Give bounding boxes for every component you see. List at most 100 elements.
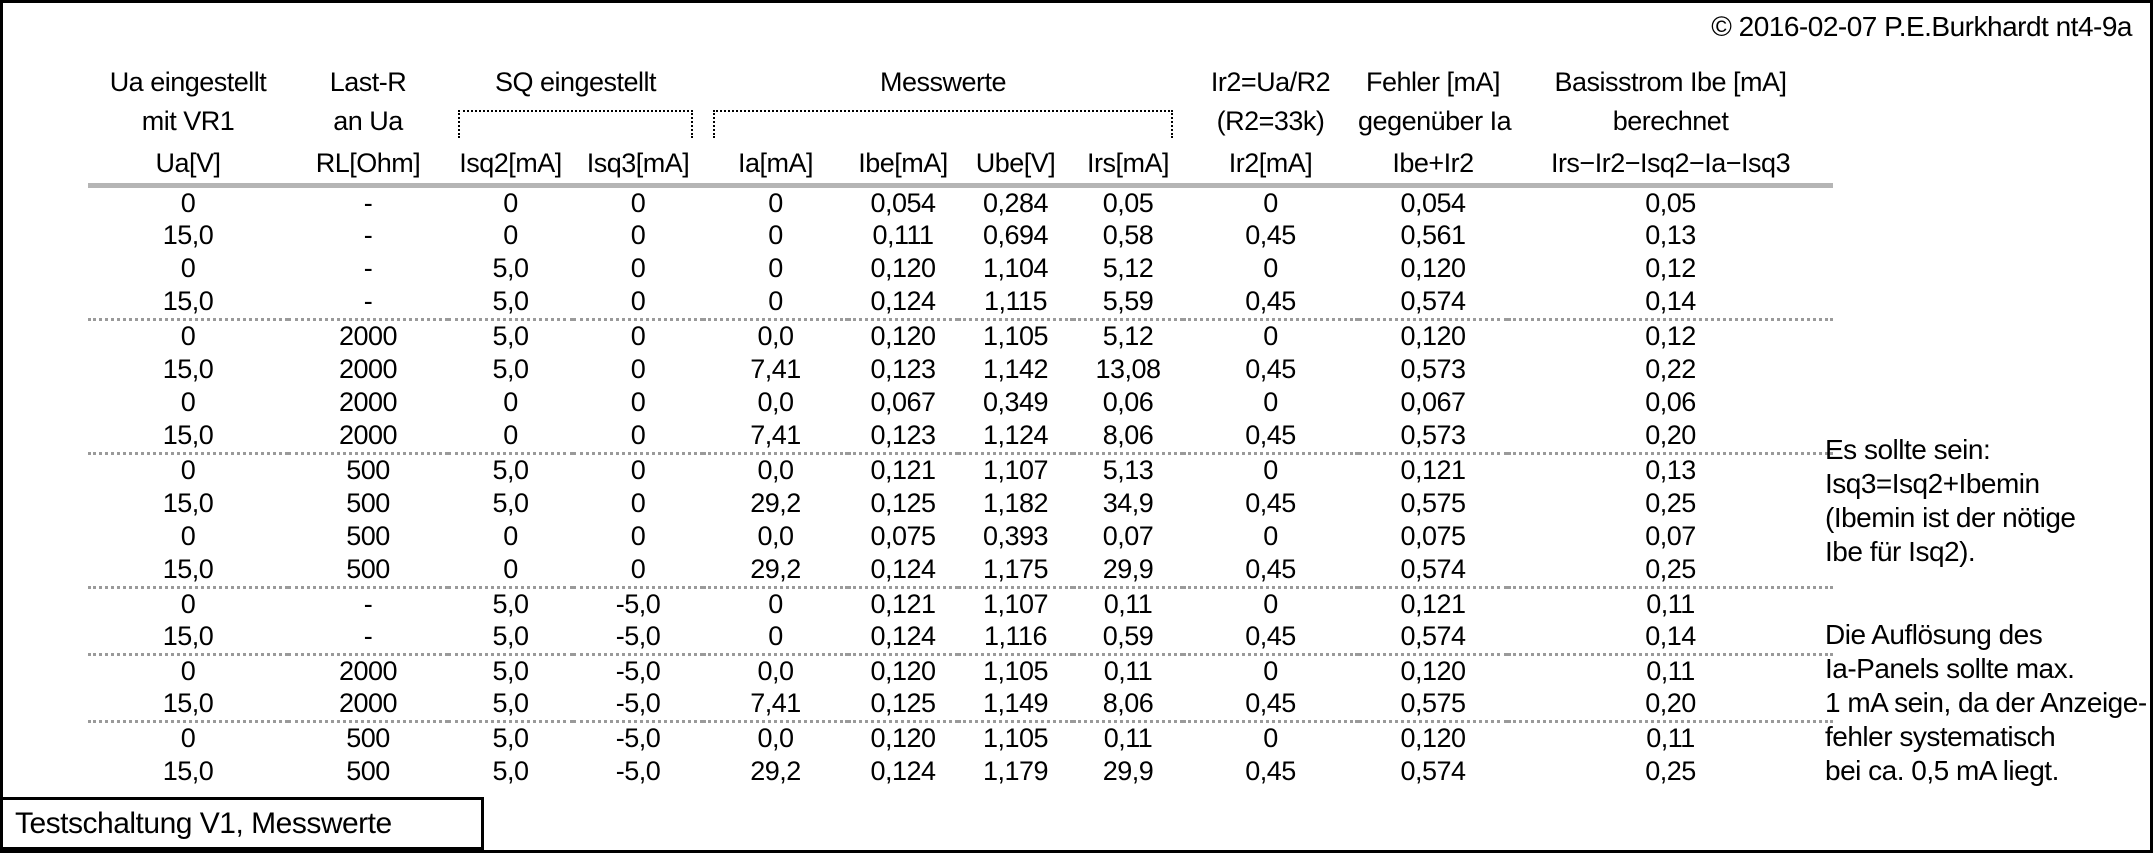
table-cell: 0,11: [1508, 719, 1834, 755]
table-cell: 0,120: [848, 719, 958, 755]
table-cell: 0: [630, 187, 646, 218]
table-cell: 7,41: [750, 353, 801, 384]
table-cell: 0,45: [1245, 353, 1296, 384]
header-basisstrom: Basisstrom Ibe [mA]: [1554, 66, 1787, 97]
table-cell: -: [363, 621, 373, 651]
table-cell: 0,11: [1073, 719, 1184, 755]
sq-dotted-bracket: [458, 110, 693, 138]
table-cell: 0,0: [703, 317, 848, 353]
table-cell: 0,124: [870, 755, 936, 786]
table-cell: 0,13: [1508, 451, 1834, 487]
caption-box: Testschaltung V1, Messwerte: [3, 797, 484, 850]
table-cell: 500: [346, 755, 390, 786]
table-cell: 5,0: [492, 353, 529, 384]
table-cell: 0: [630, 554, 646, 584]
table-row: 15,0 2000 0 0 7,41 0,123 1,124 8,06 0,45 0,573 0,2…: [88, 420, 1833, 454]
table-cell: 0,45: [1245, 420, 1296, 450]
table-cell: -: [363, 253, 373, 284]
table-cell: 500: [346, 554, 390, 584]
table-cell: 0: [703, 585, 848, 621]
table-cell: 29,2: [750, 755, 801, 786]
table-cell: -5,0: [573, 719, 703, 755]
table-row: 15,0-5,0 -5,0 0 0,124 1,116 0,59 0,45 0,574 0,14: [88, 621, 1833, 655]
header-fehler: Fehler [mA]: [1366, 66, 1501, 97]
table-cell: 5,0: [448, 451, 573, 487]
table-cell: 5,0: [492, 688, 529, 718]
header-lastr: Last-R: [329, 66, 407, 97]
table-cell: 0: [630, 521, 646, 552]
table-cell: 0,20: [1645, 688, 1696, 718]
table-cell: 5,0: [448, 585, 573, 621]
table-cell: 5,0: [492, 755, 529, 786]
table-cell: 8,06: [1102, 420, 1154, 450]
table-cell: 1,107: [958, 451, 1073, 487]
table-cell: 0,25: [1645, 755, 1696, 786]
table-cell: 500: [288, 719, 448, 755]
table-cell: 0,123: [870, 353, 936, 384]
table-cell: 2000: [338, 387, 398, 418]
table-cell: 0: [88, 451, 288, 487]
table-cell: 2000: [288, 317, 448, 353]
note-resolution: Die Auflösung des Ia-Panels sollte max. …: [1825, 619, 2147, 786]
table-cell: 0,12: [1508, 317, 1834, 353]
table-cell: 5,0: [448, 317, 573, 353]
unit-header-irs: Irs[mA]: [1073, 141, 1184, 188]
table-cell: 0,11: [1508, 652, 1834, 688]
copyright-text: © 2016-02-07 P.E.Burkhardt nt4-9a: [1711, 11, 2132, 42]
table-cell: 0,0: [757, 521, 794, 552]
table-cell: 0: [768, 621, 783, 651]
table-cell: 1,116: [983, 621, 1048, 651]
header-lastr-sub: an Ua: [333, 105, 403, 136]
table-cell: 7,41: [750, 420, 801, 450]
table-cell: 0: [768, 253, 783, 284]
table-cell: 0,124: [870, 621, 936, 651]
table-row: 15,0 - 5,0 0 0 0,124 1,115 5,59 0,45 0,574 0,14: [88, 286, 1833, 320]
table-cell: 0: [88, 652, 288, 688]
table-cell: 0,123: [870, 420, 936, 450]
table-cell: 0: [503, 187, 518, 218]
table-cell: 5,0: [492, 621, 529, 651]
table-cell: 5,12: [1102, 253, 1154, 284]
table-cell: 0: [573, 317, 703, 353]
table-cell: 0: [503, 387, 518, 418]
table-cell: 0,58: [1102, 219, 1154, 250]
unit-header-ube: Ube[V]: [958, 141, 1073, 188]
table-cell: -: [288, 585, 448, 621]
unit-header-fehler-formula: Ibe+Ir2: [1358, 141, 1509, 188]
table-cell: 1,179: [982, 755, 1049, 786]
table-cell: 0,11: [1508, 585, 1834, 621]
table-row: 0 2000 5,0 0 0,0 0,120 1,105 5,12 0 0,120 0,12: [88, 317, 1834, 353]
table-cell: 5,59: [1102, 286, 1154, 316]
header-messwerte-group: Messwerte: [880, 66, 1007, 97]
table-cell: -: [363, 187, 373, 218]
table-cell: 1,149: [982, 688, 1049, 718]
table-cell: 0,14: [1645, 286, 1696, 316]
table-cell: 1,182: [982, 487, 1049, 518]
table-cell: 29,9: [1102, 554, 1154, 584]
table-cell: 5,0: [492, 253, 529, 284]
table-cell: 1,105: [958, 317, 1073, 353]
table-cell: 0,284: [982, 187, 1049, 218]
table-body: 0-0 0 0 0,054 0,284 0,05 0 0,054 0,05 15,0-0 0 0 0,1…: [88, 185, 1834, 788]
table-row: 0-5,0 -5,0 0 0,121 1,107 0,11 0 0,121 0,11: [88, 585, 1834, 621]
table-row: 15,0 2000 5,0 0 7,41 0,123 1,142 13,08 0,45 0,573…: [88, 353, 1833, 387]
table-cell: 0,14: [1645, 621, 1696, 651]
table-cell: 0,45: [1245, 487, 1296, 518]
table-cell: 15,0: [162, 219, 214, 250]
table-cell: 1,105: [958, 719, 1073, 755]
table-cell: 2000: [338, 420, 398, 450]
table-cell: 0: [1263, 253, 1278, 284]
table-cell: 0,575: [1400, 487, 1466, 518]
header-row-1: Ua eingestellt Last-R SQ eingestellt Mes…: [88, 63, 1833, 101]
table-cell: 7,41: [750, 688, 801, 718]
table-cell: 15,0: [162, 487, 214, 518]
table-cell: 5,0: [448, 652, 573, 688]
unit-header-isq3: Isq3[mA]: [573, 141, 703, 188]
table-cell: 0,0: [703, 451, 848, 487]
header-basisstrom-sub: berechnet: [1612, 105, 1729, 136]
table-cell: 0,120: [848, 317, 958, 353]
table-cell: 0,561: [1400, 219, 1466, 250]
table-cell: 0,25: [1645, 487, 1696, 518]
unit-header-ua: Ua[V]: [88, 141, 288, 188]
table-cell: 0,05: [1102, 187, 1154, 218]
